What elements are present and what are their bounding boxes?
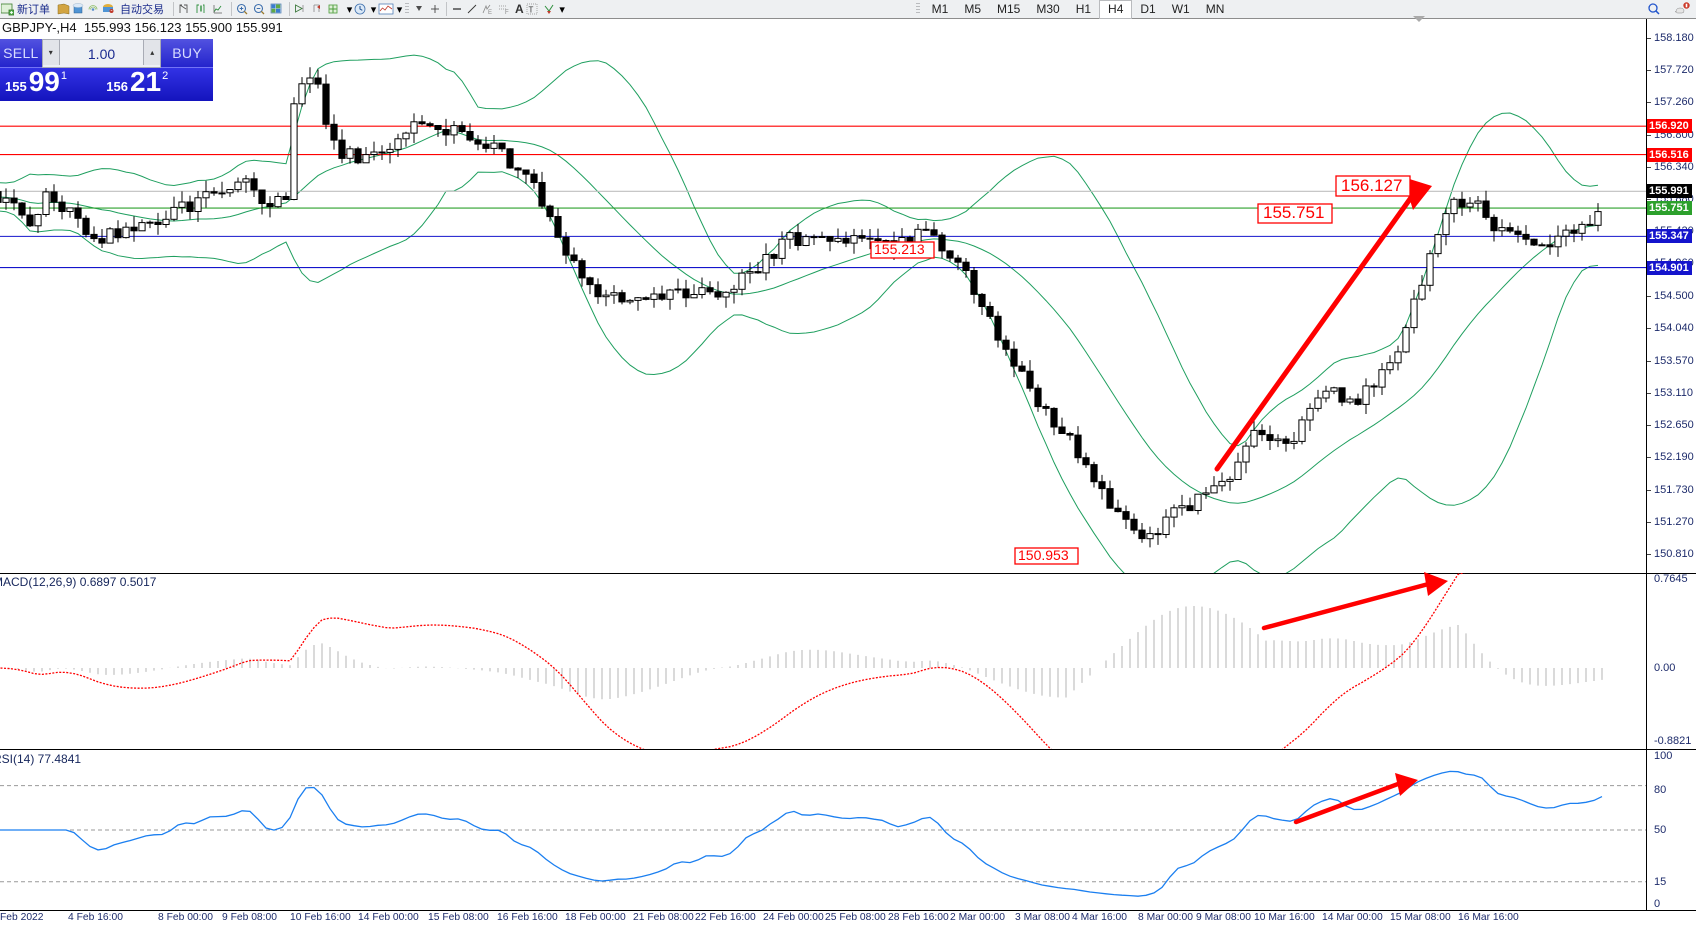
svg-text:E: E (488, 10, 492, 16)
svg-text:F: F (505, 10, 509, 16)
svg-text:T: T (528, 5, 533, 14)
